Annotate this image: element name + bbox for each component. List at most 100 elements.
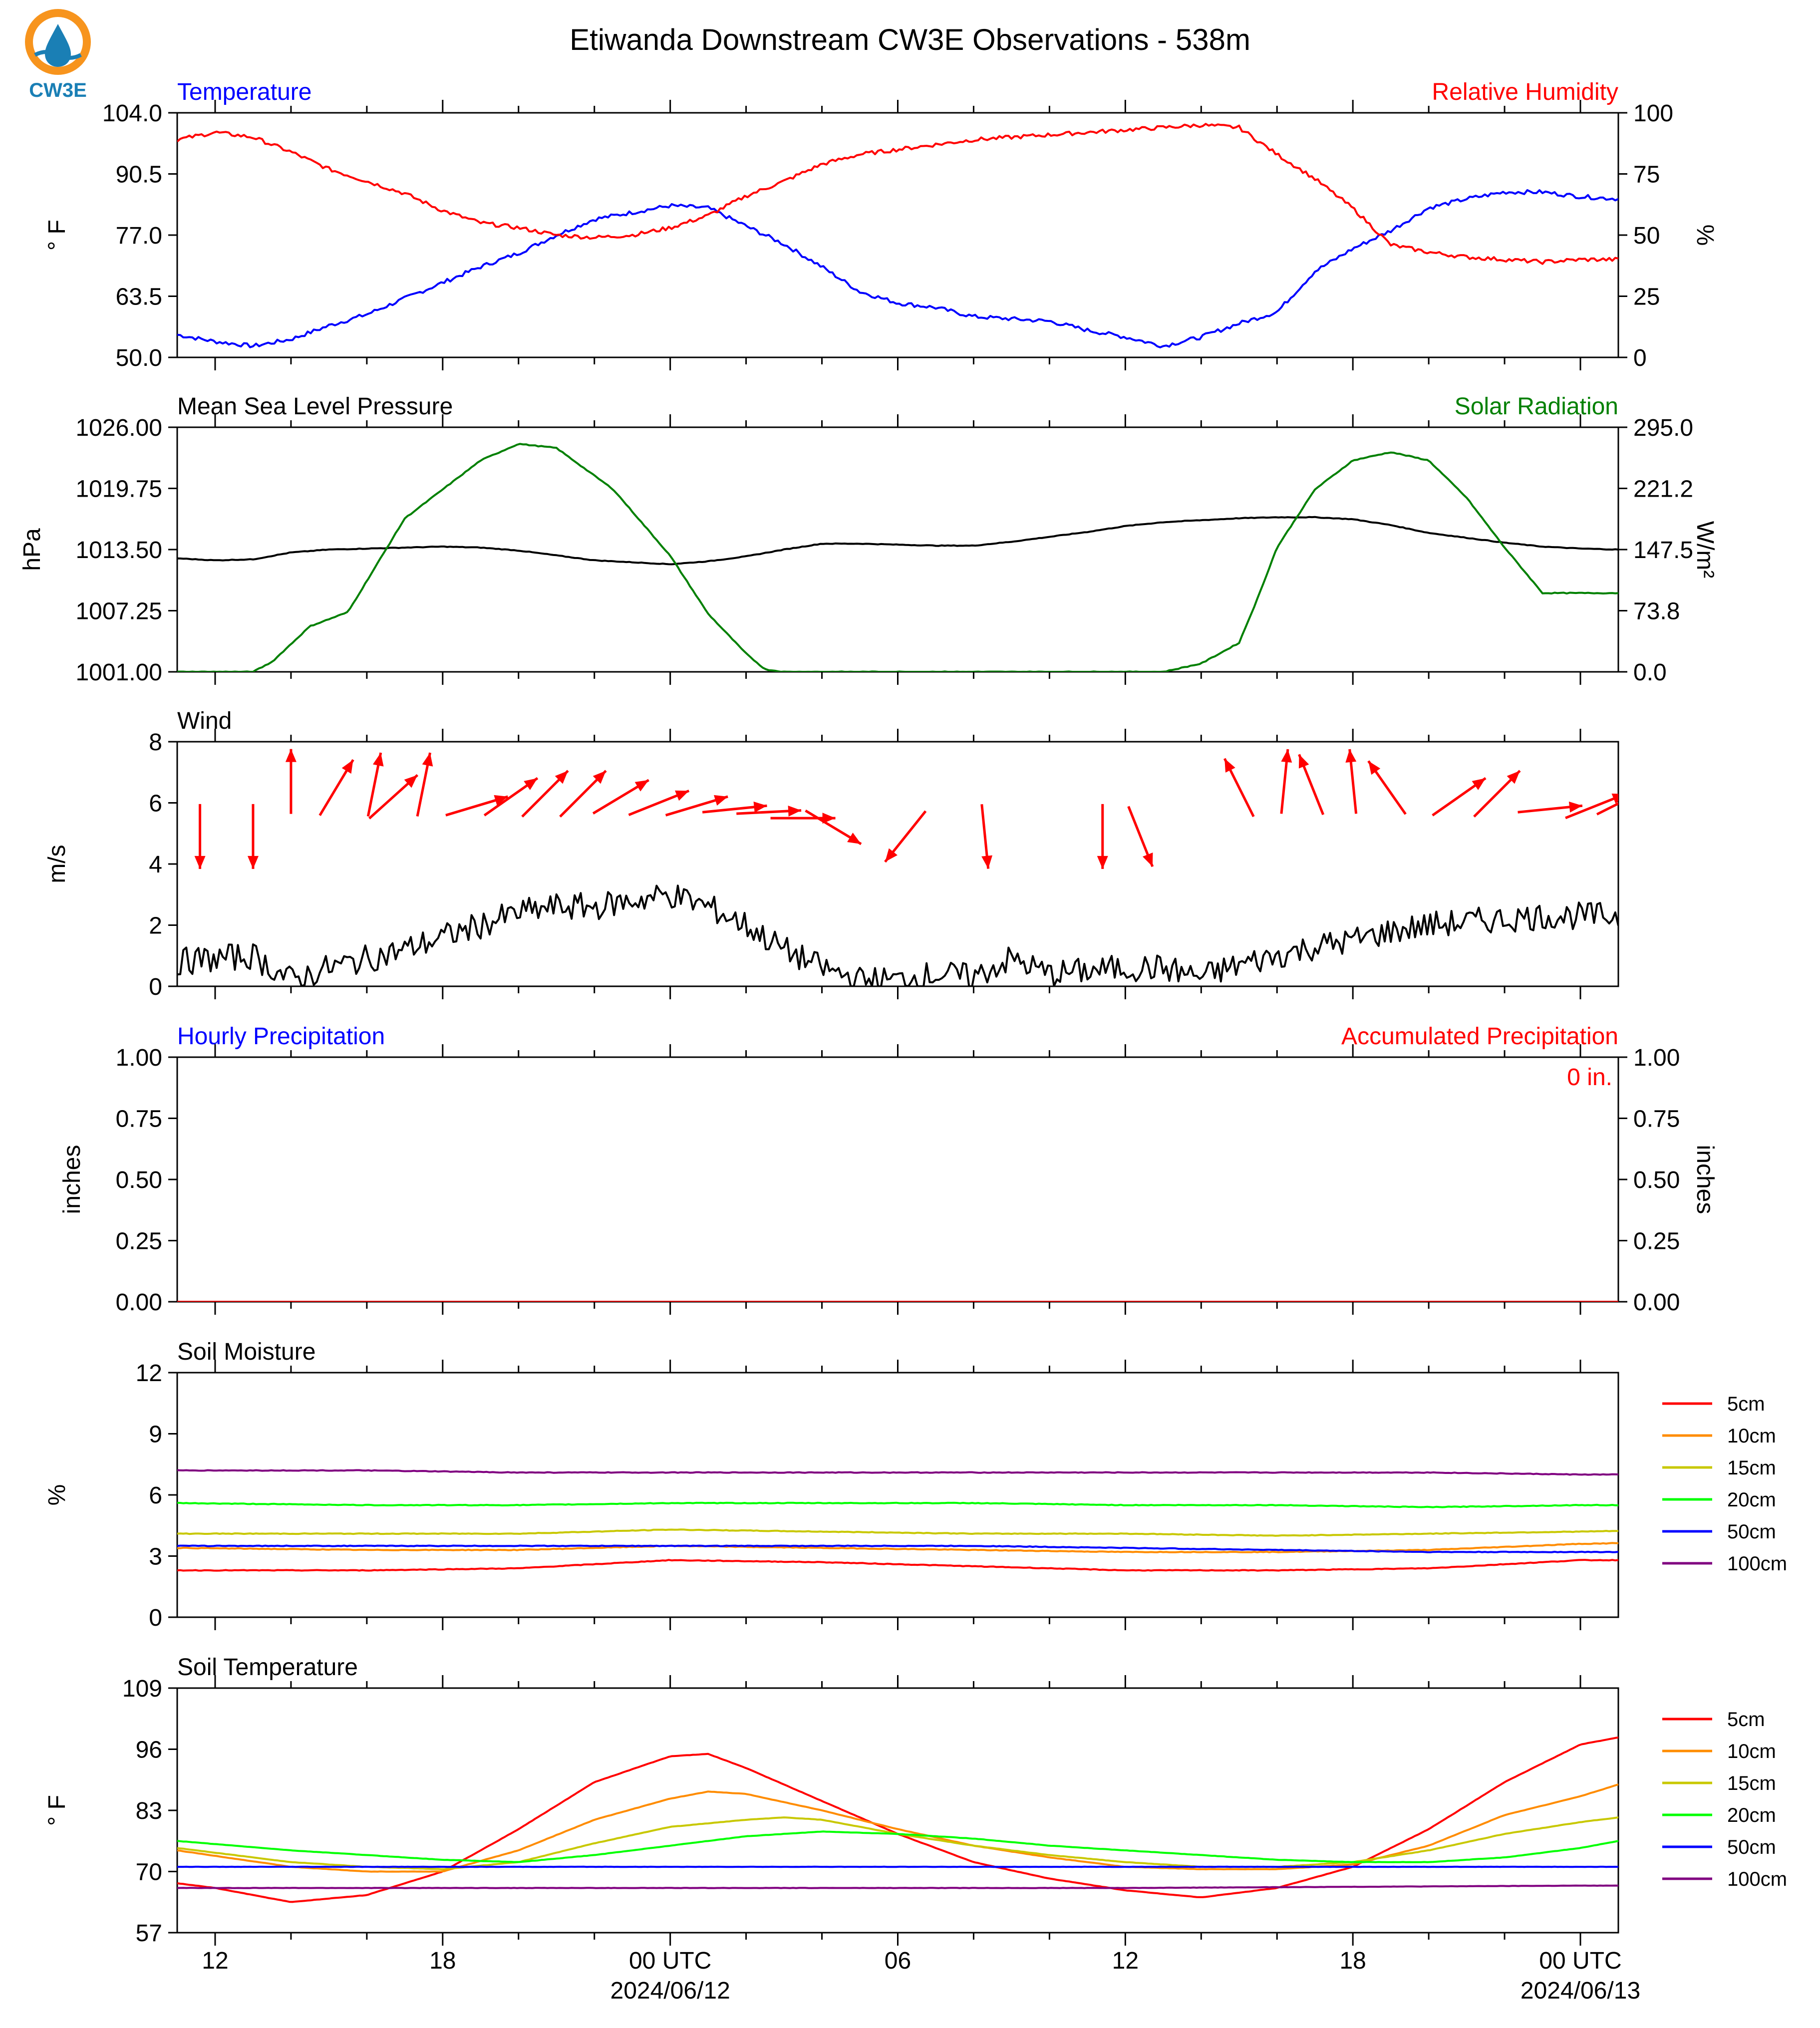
- y-tick-label: 0: [149, 974, 162, 1000]
- y-tick-label-right: 295.0: [1633, 415, 1693, 441]
- x-tick-label: 00 UTC: [629, 1948, 711, 1974]
- panel-title-left: Wind: [177, 708, 232, 734]
- panel-precip: Hourly Precipitation Accumulated Precipit…: [59, 1023, 1718, 1316]
- soil-line-100cm: [177, 1469, 1618, 1476]
- wind-arrow-head: [822, 813, 836, 824]
- precip-total-annotation: 0 in.: [1567, 1064, 1612, 1091]
- x-date-label: 2024/06/12: [610, 1978, 730, 2004]
- wind-arrow: [1596, 802, 1618, 816]
- x-tick-label: 00 UTC: [1539, 1948, 1621, 1974]
- x-tick-label: 12: [1112, 1948, 1139, 1974]
- panel-soil-temperature: Soil Temperature 57 70 83 96 109 ° F 5cm 10cm 15c…: [44, 1654, 1787, 1947]
- y-tick-label-right: 221.2: [1633, 476, 1693, 503]
- wind-arrow-head: [1345, 749, 1357, 763]
- y-tick-label: 4: [149, 852, 162, 878]
- pressure-line: [177, 516, 1618, 566]
- y-tick-label: 0.50: [116, 1167, 162, 1193]
- wind-arrow-head: [494, 795, 508, 806]
- wind-arrow-head: [1568, 801, 1582, 813]
- legend-label: 10cm: [1727, 1425, 1776, 1447]
- wind-arrow-head: [1472, 778, 1486, 790]
- series-group: [177, 443, 1618, 672]
- y-tick-label: 0.25: [116, 1228, 162, 1255]
- y-tick-label: 1019.75: [75, 476, 162, 503]
- wind-arrow-head: [1611, 793, 1618, 804]
- y-tick-label-right: 0.50: [1633, 1167, 1680, 1193]
- soil-line-20cm: [177, 1501, 1618, 1508]
- wind-arrow-head: [404, 775, 418, 788]
- y-tick-label: 1001.00: [75, 659, 162, 686]
- wind-arrow-head: [1143, 853, 1153, 867]
- panel-title-right: Accumulated Precipitation: [1341, 1023, 1618, 1050]
- x-tick-label: 18: [429, 1948, 456, 1974]
- y-tick-label-right: 50: [1633, 223, 1660, 249]
- y-axis-label: ° F: [44, 1795, 70, 1826]
- solar-line: [177, 443, 1618, 672]
- y-axis-label-right: %: [1692, 225, 1718, 246]
- temperature-line: [177, 189, 1618, 348]
- legend-label: 15cm: [1727, 1457, 1776, 1479]
- x-date-label: 2024/06/13: [1520, 1978, 1640, 2004]
- wind-arrow-head: [714, 795, 728, 806]
- legend-label: 20cm: [1727, 1804, 1776, 1826]
- y-tick-label-right: 25: [1633, 284, 1660, 310]
- legend-label: 100cm: [1727, 1868, 1787, 1890]
- page-title: Etiwanda Downstream CW3E Observations - …: [570, 23, 1250, 56]
- panel-pressure-solar: Mean Sea Level Pressure Solar Radiation 10…: [19, 393, 1718, 686]
- y-tick-label-right: 0: [1633, 345, 1647, 371]
- legend-label: 10cm: [1727, 1740, 1776, 1762]
- y-tick-label: 96: [136, 1737, 162, 1763]
- y-tick-label: 1007.25: [75, 598, 162, 625]
- y-tick-label: 104.0: [102, 100, 162, 127]
- y-tick-label-right: 0.75: [1633, 1106, 1680, 1133]
- legend-label: 15cm: [1727, 1772, 1776, 1794]
- y-tick-label: 70: [136, 1859, 162, 1886]
- y-tick-label: 3: [149, 1544, 162, 1570]
- y-axis-label: hPa: [19, 528, 45, 571]
- legend-label: 50cm: [1727, 1521, 1776, 1543]
- panel-title-left: Mean Sea Level Pressure: [177, 393, 453, 420]
- legend-label: 50cm: [1727, 1836, 1776, 1858]
- logo-text: CW3E: [29, 79, 87, 101]
- wind-arrow-head: [847, 833, 862, 844]
- y-tick-label-right: 75: [1633, 162, 1660, 188]
- x-tick-label: 18: [1339, 1948, 1366, 1974]
- y-axis-label: inches: [59, 1145, 85, 1214]
- wind-arrow-head: [1368, 761, 1381, 775]
- y-tick-label-right: 0.25: [1633, 1228, 1680, 1255]
- wind-speed-line: [177, 884, 1618, 986]
- wind-arrow-head: [247, 856, 259, 869]
- y-tick-label: 1.00: [116, 1045, 162, 1071]
- legend-label: 20cm: [1727, 1489, 1776, 1511]
- humidity-line: [177, 123, 1618, 265]
- y-tick-label: 8: [149, 729, 162, 756]
- wind-arrow-head: [555, 771, 568, 784]
- soil-line-20cm: [177, 1830, 1618, 1863]
- y-tick-label-right: 100: [1633, 100, 1673, 127]
- y-axis-label-right: W/m²: [1692, 521, 1718, 579]
- y-axis-label-right: inches: [1692, 1145, 1718, 1214]
- series-group: [177, 1737, 1618, 1903]
- y-tick-label-right: 0.0: [1633, 659, 1667, 686]
- legend-label: 100cm: [1727, 1553, 1787, 1575]
- y-axis-label: ° F: [44, 220, 70, 251]
- y-tick-label: 1026.00: [75, 415, 162, 441]
- panel-title-right: Relative Humidity: [1432, 79, 1618, 105]
- wind-arrow-head: [788, 805, 802, 817]
- wind-arrow-head: [524, 778, 538, 790]
- y-tick-label: 6: [149, 1482, 162, 1509]
- y-tick-label: 90.5: [116, 162, 162, 188]
- soil-line-10cm: [177, 1542, 1618, 1553]
- panel-title-left: Soil Moisture: [177, 1339, 315, 1365]
- y-tick-label: 50.0: [116, 345, 162, 371]
- wind-arrow-head: [674, 790, 689, 801]
- y-tick-label: 77.0: [116, 223, 162, 249]
- x-tick-label: 06: [885, 1948, 911, 1974]
- panel-temp-rh: Temperature Relative Humidity 50.0 63.5 77.0…: [44, 79, 1718, 371]
- wind-arrow-head: [1281, 749, 1292, 763]
- wind-arrow-head: [194, 856, 206, 869]
- x-tick-label: 12: [202, 1948, 228, 1974]
- series-group: [177, 123, 1618, 348]
- panel-title-right: Solar Radiation: [1455, 393, 1618, 420]
